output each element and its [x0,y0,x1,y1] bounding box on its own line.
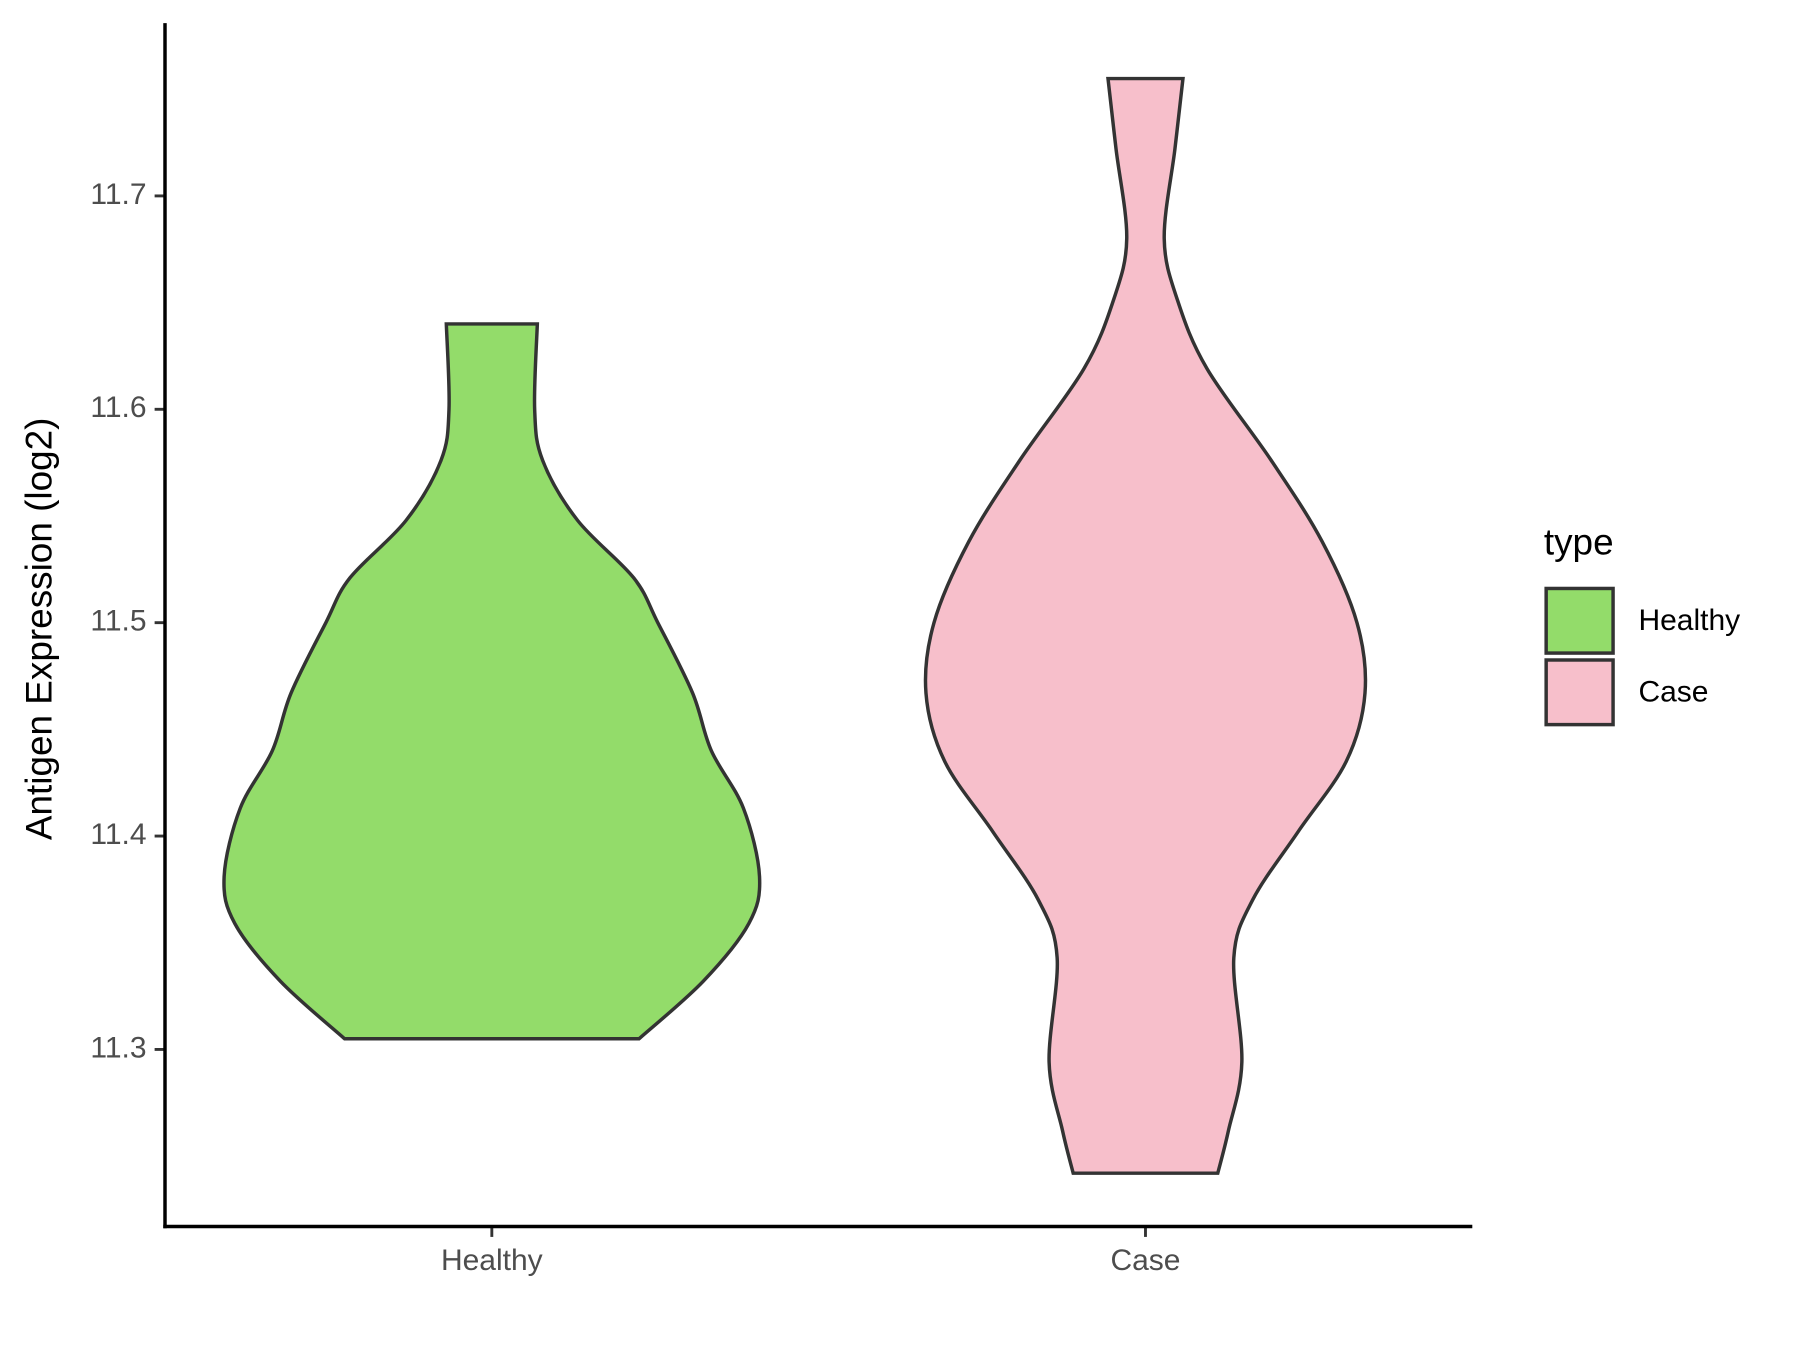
legend-label: Healthy [1638,604,1740,637]
violin [222,322,762,1041]
x-tick-label: Healthy [441,1244,543,1277]
x-tick-label: Case [1110,1244,1180,1277]
y-tick-label: 11.4 [90,818,146,851]
legend-title: type [1544,521,1614,562]
legend-key [1544,658,1615,727]
violin [923,76,1368,1175]
y-tick-label: 11.6 [90,391,146,424]
y-tick-label: 11.3 [90,1031,146,1064]
legend-key [1544,586,1615,655]
y-axis-title: Antigen Expression (log2) [18,418,59,841]
y-tick-label: 11.7 [90,178,146,211]
legend-label: Case [1638,675,1708,708]
y-tick-label: 11.5 [90,605,146,638]
